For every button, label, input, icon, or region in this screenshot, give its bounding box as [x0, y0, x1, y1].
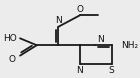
Text: N: N: [77, 66, 83, 75]
Text: N: N: [97, 35, 103, 44]
Text: O: O: [9, 55, 16, 64]
Text: S: S: [109, 66, 115, 75]
Text: N: N: [55, 16, 62, 25]
Text: HO: HO: [3, 34, 17, 43]
Text: O: O: [76, 5, 83, 14]
Text: NH₂: NH₂: [121, 41, 138, 50]
